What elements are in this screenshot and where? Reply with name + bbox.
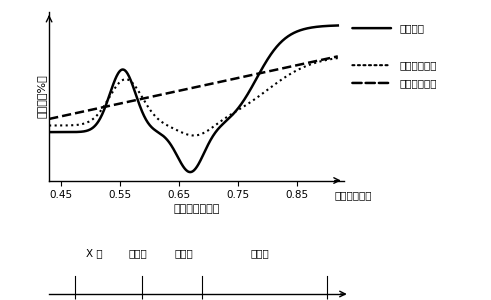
Text: 重度病害植物: 重度病害植物: [400, 78, 437, 88]
Text: 波长（微米）: 波长（微米）: [335, 190, 372, 201]
Y-axis label: 反射率（%）: 反射率（%）: [36, 74, 46, 118]
X-axis label: 植物的反射波率: 植物的反射波率: [173, 204, 219, 214]
Text: 可见光: 可见光: [174, 248, 193, 258]
Text: X 光: X 光: [86, 248, 103, 258]
Text: 紫外线: 紫外线: [129, 248, 148, 258]
Text: 健康植物: 健康植物: [400, 23, 425, 33]
Text: 红外线: 红外线: [250, 248, 269, 258]
Text: 轻度病害植物: 轻度病害植物: [400, 60, 437, 70]
